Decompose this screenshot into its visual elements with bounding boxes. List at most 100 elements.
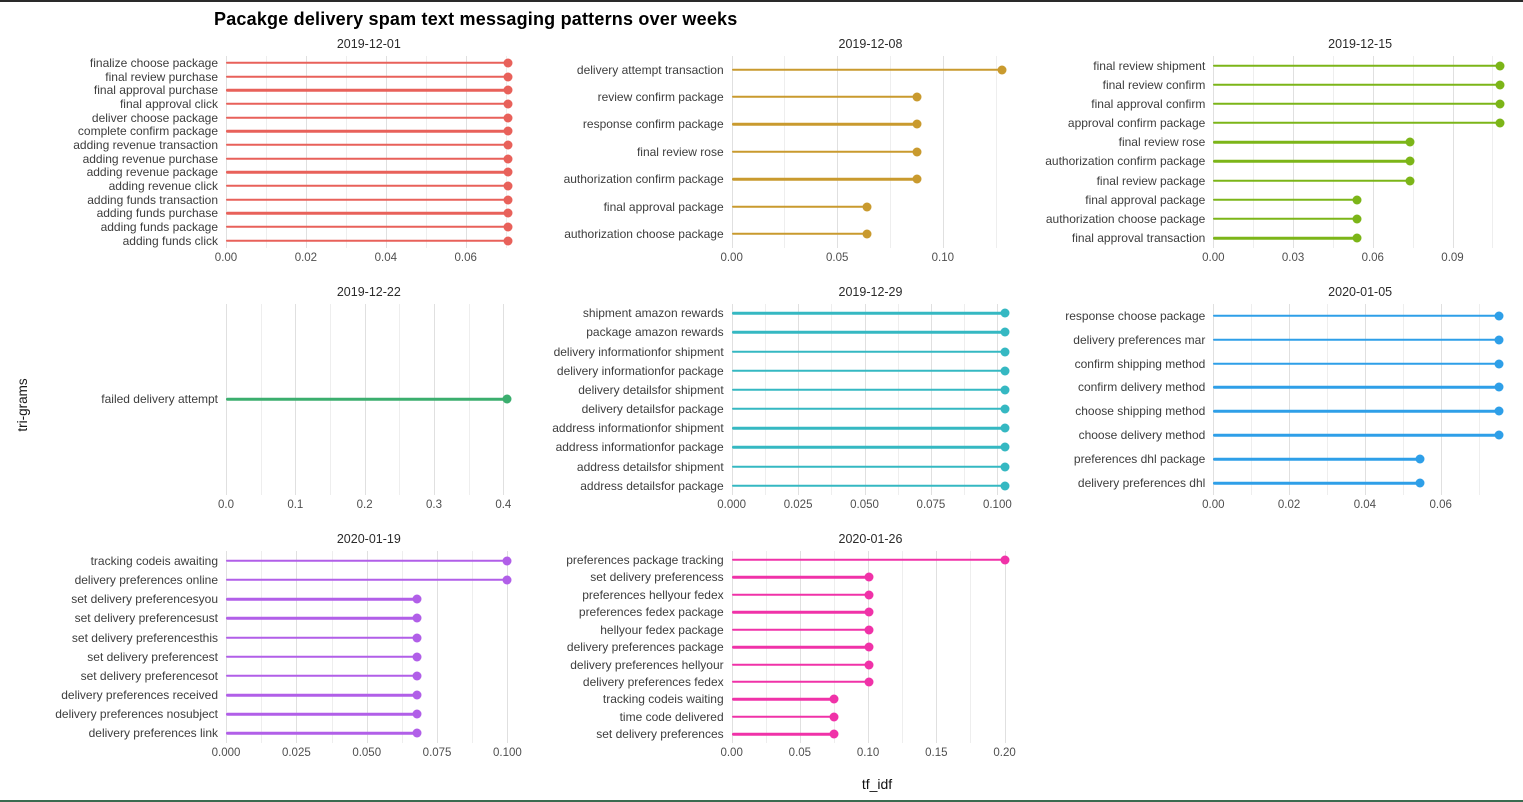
lollipop-stem — [731, 369, 1006, 372]
lollipop-row — [731, 708, 1010, 725]
category-label: adding revenue transaction — [73, 137, 218, 152]
gridline — [964, 303, 966, 496]
category-label: review confirm package — [597, 90, 724, 105]
category-label: delivery informationfor shipment — [553, 344, 724, 359]
category-label: final approval package — [603, 199, 724, 214]
x-axis: 0.000 0.025 0.050 0.075 0.100 — [524, 499, 1011, 516]
lollipop-stem — [731, 205, 867, 208]
lollipop-row — [1213, 447, 1507, 471]
lollipop-dot — [864, 590, 874, 600]
lollipop-row — [731, 400, 1010, 419]
lollipop-stem — [1213, 482, 1420, 485]
lollipop-row — [226, 83, 513, 97]
lollipop-row — [731, 621, 1010, 638]
facet-panel: 2019-12-15 final review shipment final rev… — [1021, 33, 1513, 281]
facet-title: 2019-12-22 — [336, 284, 401, 299]
gridline — [831, 303, 833, 496]
x-tick-label: 0.04 — [1353, 499, 1377, 512]
lollipop-stem — [731, 663, 870, 666]
lollipop-stem — [1213, 217, 1357, 221]
lollipop-dot — [412, 652, 422, 662]
lollipop-dot — [1000, 481, 1010, 491]
lollipop-dot — [1000, 347, 1010, 357]
lollipop-stem — [731, 312, 1006, 315]
category-label: delivery preferences link — [88, 726, 218, 741]
lollipop-dot — [829, 712, 839, 722]
lollipop-stem — [1213, 160, 1410, 163]
category-label: set delivery preferencesthis — [71, 630, 218, 645]
lollipop-stem — [1213, 83, 1501, 86]
lollipop-stem — [1213, 102, 1501, 106]
lollipop-dot — [1405, 176, 1415, 186]
gridline — [331, 551, 333, 743]
x-tick-label: 0.20 — [993, 747, 1016, 759]
panel-plot-area — [226, 56, 513, 248]
facet-panel: 2020-01-05 response choose package deliver… — [1021, 281, 1513, 529]
lollipop-stem — [226, 693, 418, 697]
lollipop-row — [1213, 229, 1507, 248]
lollipop-row — [731, 656, 1010, 673]
x-axis-spacer — [524, 252, 732, 269]
category-labels: final review shipment final review confir… — [1021, 56, 1213, 248]
category-label: tracking codeis awaiting — [90, 553, 218, 568]
gridline — [731, 303, 733, 496]
x-axis: 0.000 0.025 0.050 0.075 0.100 — [26, 747, 522, 764]
lollipop-stem — [731, 331, 1006, 334]
lollipop-dot — [503, 154, 513, 164]
lollipop-dot — [864, 660, 874, 670]
lollipop-row — [731, 342, 1010, 361]
x-axis: 0.00 0.05 0.10 — [524, 252, 1010, 269]
x-tick-label: 0.050 — [352, 747, 382, 759]
category-label: final approval click — [119, 96, 218, 111]
gridline — [1004, 551, 1006, 743]
lollipop-dot — [1000, 385, 1010, 395]
category-label: address informationfor shipment — [552, 421, 724, 436]
category-label: hellyour fedex package — [600, 622, 724, 637]
lollipop-stem — [226, 713, 418, 716]
lollipop-stem — [226, 655, 418, 658]
lollipop-stem — [731, 733, 834, 736]
x-tick-label: 0.05 — [788, 747, 812, 759]
x-axis: 0.0 0.1 0.2 0.3 0.4 — [26, 499, 512, 516]
lollipop-row — [731, 604, 1010, 621]
lollipop-stem — [226, 598, 418, 601]
lollipop-dot — [412, 690, 422, 700]
gridline — [296, 551, 298, 743]
lollipop-dot — [503, 195, 513, 205]
gridline — [798, 303, 800, 496]
category-label: delivery detailsfor shipment — [578, 382, 724, 397]
gridline — [1412, 56, 1414, 248]
lollipop-stem — [226, 89, 508, 92]
x-tick-label: 0.09 — [1441, 251, 1464, 264]
facet-panel: 2019-12-01 finalize choose package final r… — [26, 33, 518, 281]
plot-content: tri-grams 2019-12-01 finalize choose pack… — [0, 33, 1523, 776]
lollipop-dot — [1352, 195, 1362, 205]
lollipop-row — [1213, 171, 1507, 190]
lollipop-dot — [503, 126, 513, 136]
lollipop-dot — [503, 208, 513, 218]
lollipop-row — [1213, 471, 1507, 495]
category-label: delivery preferences mar — [1073, 332, 1206, 347]
gridline — [1492, 56, 1494, 248]
category-label: final review package — [1096, 173, 1206, 188]
lollipop-row — [1213, 152, 1507, 171]
gridline — [472, 551, 474, 743]
x-tick-area: 0.000 0.025 0.050 0.075 0.100 — [212, 747, 522, 764]
gridline — [936, 551, 938, 743]
gridline — [1364, 303, 1366, 496]
lollipop-row — [226, 97, 513, 111]
lollipop-stem — [226, 578, 508, 582]
x-tick-label: 0.06 — [1429, 499, 1452, 512]
lollipop-stem — [731, 484, 1006, 487]
lollipop-rows — [226, 304, 512, 496]
category-labels: finalize choose package final review purc… — [26, 56, 226, 248]
x-tick-area: 0.00 0.05 0.10 — [720, 252, 1010, 269]
category-label: final review rose — [636, 144, 724, 159]
lollipop-row — [226, 166, 513, 180]
lollipop-stem — [1213, 386, 1500, 389]
category-labels: shipment amazon rewards package amazon re… — [524, 304, 732, 496]
lollipop-dot — [862, 202, 872, 212]
category-label: failed delivery attempt — [101, 392, 218, 407]
facet-body: tracking codeis awaiting delivery prefere… — [26, 551, 512, 743]
x-tick-label: 0.15 — [925, 747, 948, 759]
